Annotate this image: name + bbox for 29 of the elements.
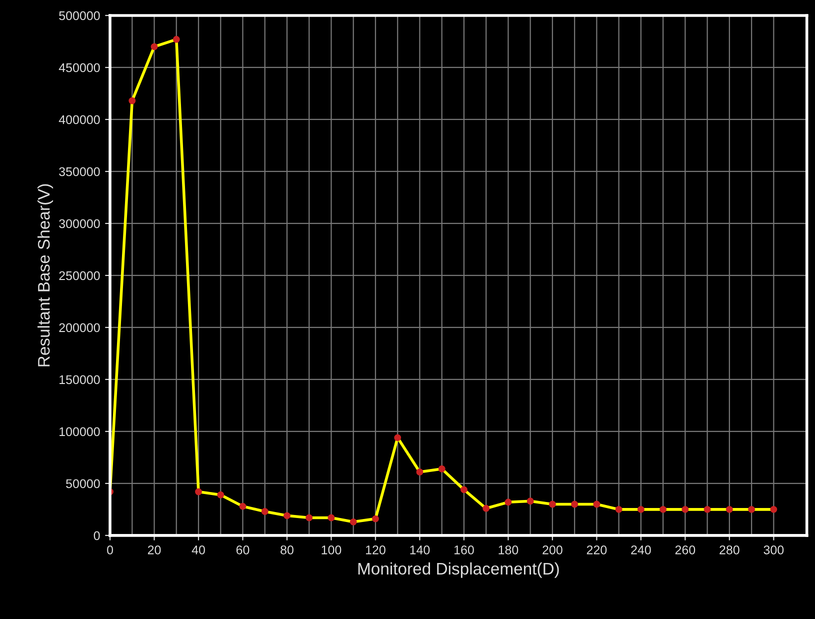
x-tick-label: 300	[764, 545, 784, 554]
x-tick-label: 200	[542, 545, 562, 554]
y-tick-label: 200000	[59, 323, 100, 332]
x-tick-label: 80	[280, 545, 294, 554]
y-axis-title: Resultant Base Shear(V)	[38, 184, 54, 366]
x-tick-label: 140	[410, 545, 430, 554]
x-tick-label: 60	[236, 545, 250, 554]
y-tick-label: 500000	[59, 11, 100, 20]
y-tick-label: 400000	[58, 115, 100, 124]
x-tick-label: 160	[454, 545, 474, 554]
y-tick-label: 0	[94, 531, 100, 540]
x-tick-label: 280	[720, 545, 740, 554]
y-tick-label: 150000	[60, 375, 100, 384]
y-tick-label: 300000	[59, 219, 100, 228]
x-axis-title: Monitored Displacement(D)	[358, 562, 559, 578]
x-tick-label: 120	[366, 545, 386, 554]
y-tick-label: 450000	[58, 63, 100, 72]
x-tick-label: 20	[148, 545, 161, 554]
y-tick-label: 100000	[60, 427, 100, 436]
x-tick-label: 260	[675, 545, 696, 554]
x-tick-label: 0	[107, 545, 114, 554]
y-tick-label: 250000	[59, 271, 100, 280]
x-tick-label: 220	[586, 545, 607, 554]
x-tick-label: 240	[631, 545, 651, 554]
x-tick-label: 100	[322, 545, 342, 554]
x-tick-label: 40	[192, 545, 205, 554]
y-tick-label: 350000	[59, 167, 100, 176]
y-tick-label: 50000	[66, 479, 100, 488]
x-tick-label: 180	[498, 545, 518, 554]
